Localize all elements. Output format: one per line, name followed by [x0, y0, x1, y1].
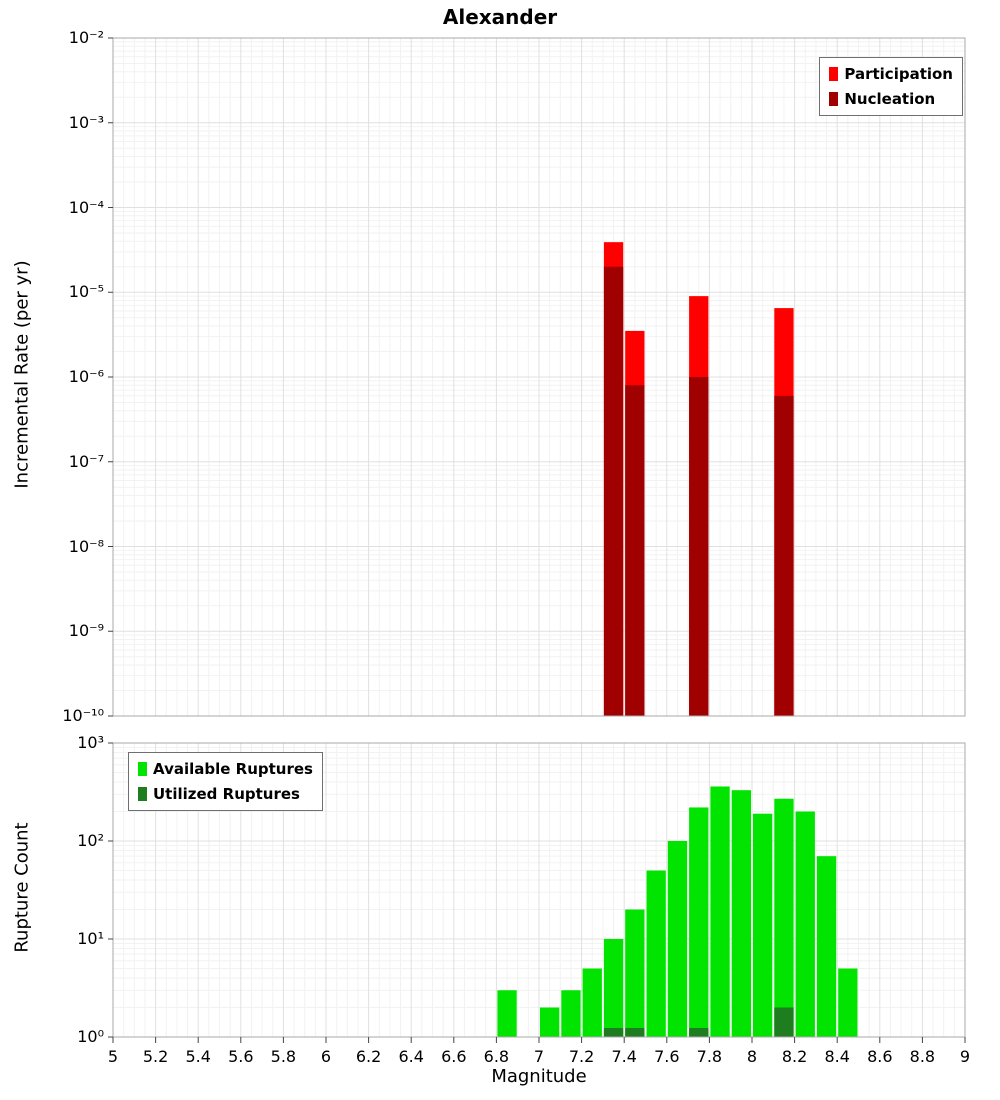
available-ruptures-bar [753, 813, 773, 1037]
available-ruptures-bar [838, 968, 858, 1037]
nucleation-bar [603, 266, 624, 716]
available-ruptures-bar [582, 968, 602, 1037]
available-ruptures-bar [603, 939, 624, 1037]
available-ruptures-bar [540, 1007, 560, 1037]
available-ruptures-bar [710, 786, 730, 1037]
available-ruptures-bar [689, 807, 709, 1037]
available-ruptures-bar [497, 990, 517, 1037]
legend-item-participation: Participation [829, 65, 953, 83]
available-ruptures-swatch [138, 762, 147, 776]
available-ruptures-bar [667, 841, 688, 1037]
count-legend: Available Ruptures Utilized Ruptures [128, 752, 323, 811]
nucleation-swatch [829, 92, 839, 106]
utilized-ruptures-bar [625, 1028, 645, 1037]
legend-label-participation: Participation [844, 65, 953, 83]
available-ruptures-bar [795, 811, 815, 1037]
rate-legend: Participation Nucleation [819, 57, 963, 116]
legend-item-available-ruptures: Available Ruptures [138, 760, 313, 778]
utilized-ruptures-swatch [138, 787, 147, 801]
available-ruptures-bar [561, 990, 581, 1037]
nucleation-bar [774, 395, 794, 716]
legend-label-nucleation: Nucleation [844, 90, 936, 108]
participation-swatch [829, 67, 839, 81]
available-ruptures-bar [731, 790, 751, 1037]
available-ruptures-bar [625, 909, 645, 1037]
nucleation-bar [625, 385, 645, 716]
legend-item-utilized-ruptures: Utilized Ruptures [138, 785, 313, 803]
available-ruptures-bar [646, 870, 666, 1037]
rate-y-axis-label: Incremental Rate (per yr) [11, 260, 33, 489]
available-ruptures-bar [816, 856, 837, 1037]
available-ruptures-bar [774, 798, 794, 1037]
legend-item-nucleation: Nucleation [829, 90, 953, 108]
utilized-ruptures-bar [689, 1028, 709, 1037]
chart-title: Alexander [442, 5, 558, 29]
legend-label-available-ruptures: Available Ruptures [153, 760, 313, 778]
x-axis-label: Magnitude [491, 1066, 587, 1087]
utilized-ruptures-bar [774, 1007, 794, 1037]
count-y-axis-label: Rupture Count [11, 822, 33, 953]
utilized-ruptures-bar [603, 1028, 624, 1037]
nucleation-bar [689, 377, 709, 716]
legend-label-utilized-ruptures: Utilized Ruptures [153, 785, 300, 803]
